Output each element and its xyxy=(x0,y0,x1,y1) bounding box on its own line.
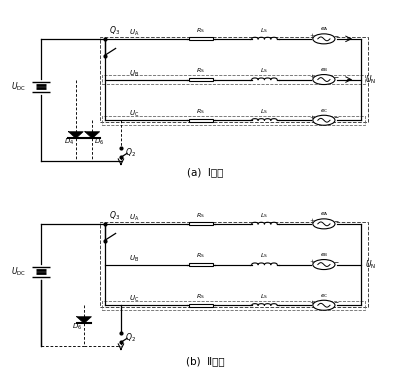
Text: $-$: $-$ xyxy=(332,259,339,264)
Text: $D_6$: $D_6$ xyxy=(72,322,82,332)
Text: +: + xyxy=(308,218,313,223)
Text: $R_{\rm S}$: $R_{\rm S}$ xyxy=(196,211,205,220)
Circle shape xyxy=(312,115,334,125)
Text: $U_{\rm DC}$: $U_{\rm DC}$ xyxy=(11,81,26,93)
Bar xyxy=(189,78,212,81)
Text: $L_{\rm S}$: $L_{\rm S}$ xyxy=(260,67,268,75)
Text: $-$: $-$ xyxy=(332,74,339,79)
Text: $D_6$: $D_6$ xyxy=(94,137,104,147)
Bar xyxy=(189,222,212,225)
Text: $e_{\rm B}$: $e_{\rm B}$ xyxy=(319,251,327,259)
Text: $U_{\rm DC}$: $U_{\rm DC}$ xyxy=(11,266,26,278)
Text: $e_{\rm C}$: $e_{\rm C}$ xyxy=(319,292,328,300)
Text: $R_{\rm S}$: $R_{\rm S}$ xyxy=(196,67,205,75)
Text: $-$: $-$ xyxy=(332,115,339,120)
Text: $U_{\rm B}$: $U_{\rm B}$ xyxy=(129,253,139,263)
Bar xyxy=(189,37,212,40)
Circle shape xyxy=(312,260,334,269)
Text: +: + xyxy=(308,300,313,305)
Text: $Q_2$: $Q_2$ xyxy=(125,147,136,159)
Bar xyxy=(99,37,367,122)
Text: +: + xyxy=(308,33,313,38)
Polygon shape xyxy=(76,317,91,323)
Polygon shape xyxy=(68,132,83,138)
Text: $R_{\rm S}$: $R_{\rm S}$ xyxy=(196,107,205,116)
Bar xyxy=(99,222,367,307)
Text: $L_{\rm S}$: $L_{\rm S}$ xyxy=(260,26,268,35)
Text: $e_{\rm A}$: $e_{\rm A}$ xyxy=(319,211,328,218)
Text: $U_{\rm A}$: $U_{\rm A}$ xyxy=(128,28,139,38)
Text: $R_{\rm S}$: $R_{\rm S}$ xyxy=(196,26,205,35)
Text: +: + xyxy=(308,259,313,264)
Text: $e_{\rm C}$: $e_{\rm C}$ xyxy=(319,107,328,115)
Text: $U_{\rm B}$: $U_{\rm B}$ xyxy=(129,68,139,78)
Bar xyxy=(189,119,212,122)
Text: $R_{\rm S}$: $R_{\rm S}$ xyxy=(196,252,205,260)
Text: $U_{\rm N}$: $U_{\rm N}$ xyxy=(364,258,375,271)
Text: $L_{\rm S}$: $L_{\rm S}$ xyxy=(260,211,268,220)
Text: +: + xyxy=(308,74,313,79)
Bar xyxy=(189,304,212,307)
Polygon shape xyxy=(85,132,99,138)
Circle shape xyxy=(312,219,334,229)
Text: $Q_3$: $Q_3$ xyxy=(109,25,120,37)
Text: $U_{\rm C}$: $U_{\rm C}$ xyxy=(129,294,139,304)
Text: $R_{\rm S}$: $R_{\rm S}$ xyxy=(196,292,205,301)
Bar xyxy=(102,115,364,125)
Text: $-$: $-$ xyxy=(332,300,339,305)
Text: $D_4$: $D_4$ xyxy=(63,137,74,147)
Text: $U_{\rm A}$: $U_{\rm A}$ xyxy=(128,213,139,223)
Circle shape xyxy=(312,300,334,310)
Text: (a)  Ⅰ阶段: (a) Ⅰ阶段 xyxy=(187,168,222,178)
Text: $L_{\rm S}$: $L_{\rm S}$ xyxy=(260,292,268,301)
Text: $-$: $-$ xyxy=(332,33,339,38)
Bar xyxy=(102,75,364,84)
Circle shape xyxy=(312,75,334,85)
Bar xyxy=(189,263,212,266)
Text: $-$: $-$ xyxy=(332,218,339,223)
Text: $L_{\rm S}$: $L_{\rm S}$ xyxy=(260,107,268,116)
Text: +: + xyxy=(308,115,313,120)
Text: $U_{\rm C}$: $U_{\rm C}$ xyxy=(129,109,139,119)
Text: $L_{\rm S}$: $L_{\rm S}$ xyxy=(260,252,268,260)
Text: $Q_3$: $Q_3$ xyxy=(109,210,120,222)
Text: $Q_2$: $Q_2$ xyxy=(125,332,136,344)
Text: (b)  Ⅱ阶段: (b) Ⅱ阶段 xyxy=(185,356,224,366)
Text: $e_{\rm A}$: $e_{\rm A}$ xyxy=(319,26,328,33)
Circle shape xyxy=(312,34,334,44)
Text: $e_{\rm B}$: $e_{\rm B}$ xyxy=(319,66,327,74)
Text: $U_{\rm N}$: $U_{\rm N}$ xyxy=(364,73,375,86)
Bar xyxy=(102,300,364,310)
